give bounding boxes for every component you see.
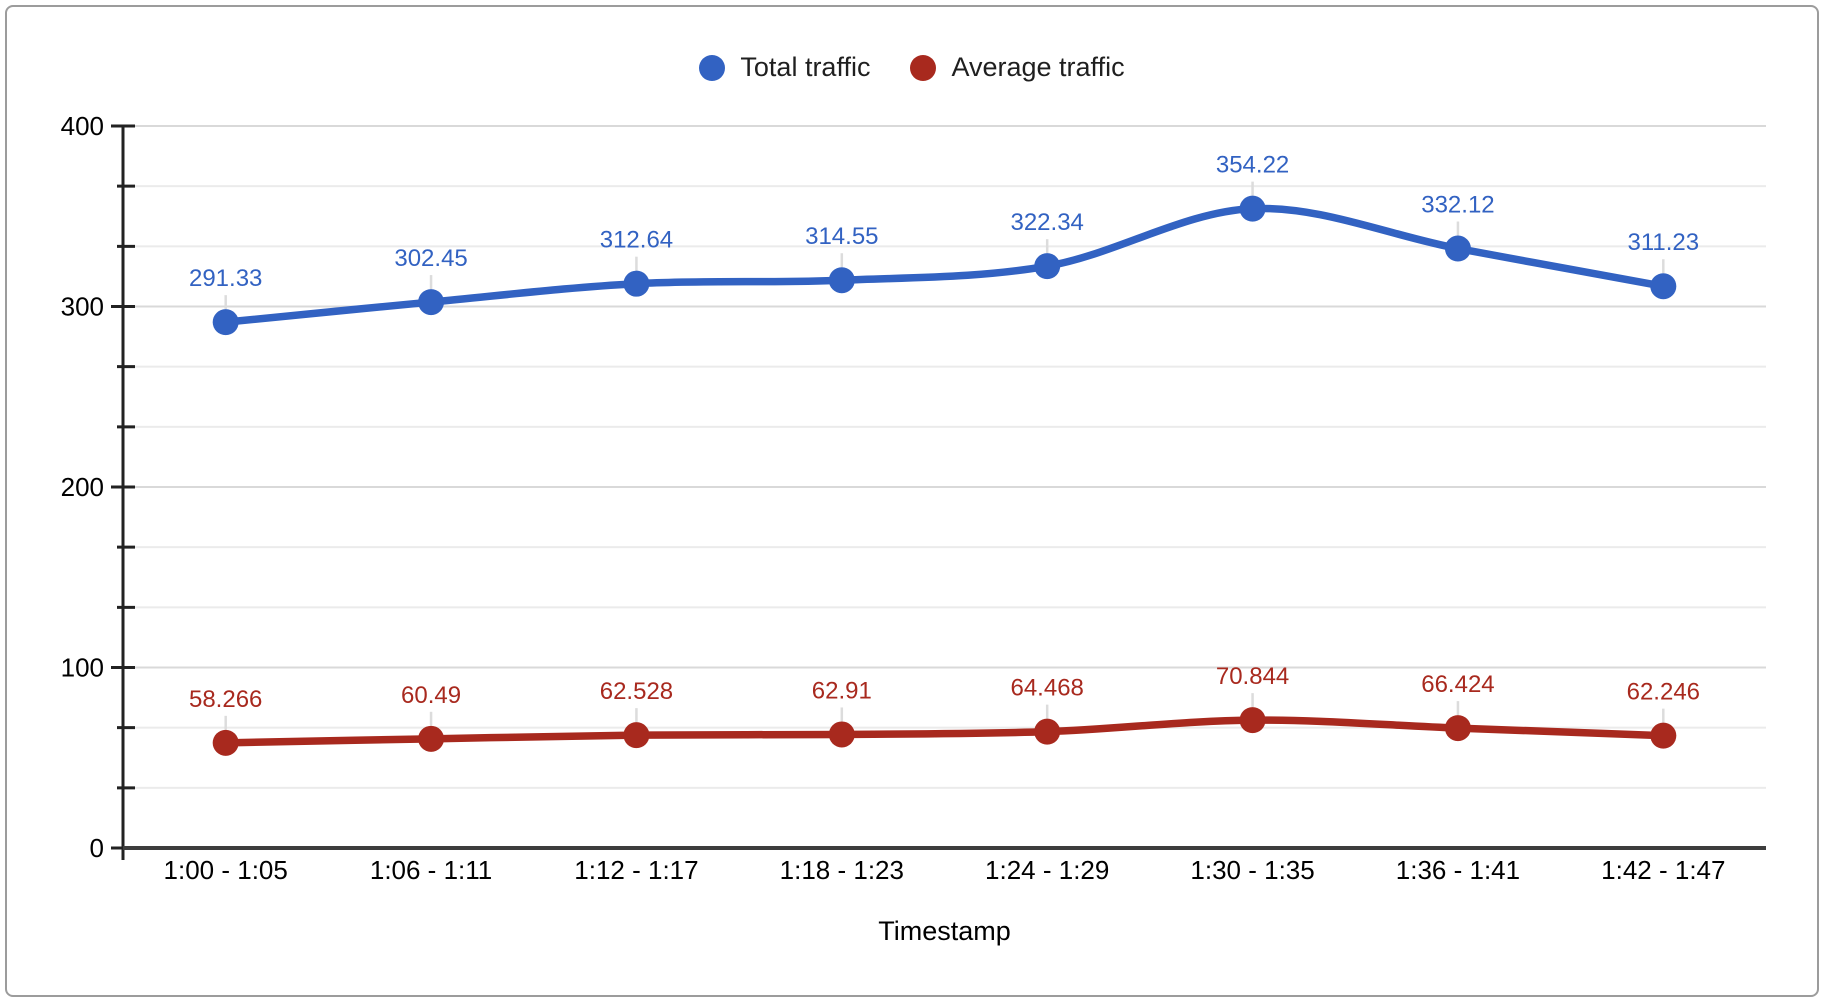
legend-item-average-traffic[interactable]: Average traffic [910,52,1125,83]
legend-item-total-traffic[interactable]: Total traffic [699,52,870,83]
data-point-average-traffic[interactable] [212,729,239,756]
x-tick-label: 1:00 - 1:05 [164,855,288,885]
x-tick-label: 1:06 - 1:11 [370,855,492,885]
x-tick-label: 1:24 - 1:29 [985,855,1109,885]
x-tick-label: 1:12 - 1:17 [574,855,698,885]
data-label-average-traffic: 62.91 [812,677,872,704]
x-tick-label: 1:18 - 1:23 [780,855,904,885]
data-label-average-traffic: 60.49 [401,682,461,709]
data-point-total-traffic[interactable] [212,309,239,336]
data-point-average-traffic[interactable] [418,725,445,752]
y-tick-label: 400 [61,111,104,141]
legend: Total traffic Average traffic [0,52,1824,83]
data-label-total-traffic: 314.55 [805,223,878,250]
data-label-total-traffic: 302.45 [394,245,467,272]
data-label-total-traffic: 332.12 [1421,192,1494,219]
legend-swatch-total-traffic-icon [699,54,726,81]
data-label-total-traffic: 291.33 [189,265,262,292]
legend-swatch-average-traffic-icon [910,54,937,81]
data-label-total-traffic: 322.34 [1010,209,1083,236]
legend-label-average-traffic: Average traffic [951,52,1125,82]
data-point-total-traffic[interactable] [1650,273,1677,300]
data-point-average-traffic[interactable] [1034,718,1061,745]
data-point-average-traffic[interactable] [1239,707,1266,734]
data-point-average-traffic[interactable] [623,722,650,749]
x-tick-label: 1:36 - 1:41 [1396,855,1520,885]
data-label-total-traffic: 354.22 [1216,152,1289,179]
data-label-average-traffic: 62.246 [1627,679,1700,706]
x-axis-title: Timestamp [878,916,1011,946]
data-label-average-traffic: 58.266 [189,686,262,713]
data-point-average-traffic[interactable] [1650,722,1677,749]
data-label-total-traffic: 312.64 [600,227,673,254]
y-tick-label: 300 [61,292,104,322]
data-point-total-traffic[interactable] [1239,195,1266,222]
data-point-average-traffic[interactable] [1444,715,1471,742]
y-tick-label: 100 [61,653,104,683]
data-label-average-traffic: 70.844 [1216,663,1289,690]
y-tick-label: 0 [90,833,104,863]
x-tick-label: 1:42 - 1:47 [1601,855,1725,885]
data-label-average-traffic: 66.424 [1421,671,1494,698]
series-line-total-traffic [221,204,1668,326]
data-point-average-traffic[interactable] [828,721,855,748]
y-tick-label: 200 [61,472,104,502]
data-point-total-traffic[interactable] [828,267,855,294]
data-label-average-traffic: 64.468 [1010,675,1083,702]
series-line-average-traffic [221,716,1668,747]
data-point-total-traffic[interactable] [1444,235,1471,262]
data-label-average-traffic: 62.528 [600,678,673,705]
data-point-total-traffic[interactable] [623,270,650,297]
legend-label-total-traffic: Total traffic [740,52,871,82]
x-tick-label: 1:30 - 1:35 [1190,855,1314,885]
data-point-total-traffic[interactable] [418,289,445,316]
data-point-total-traffic[interactable] [1034,253,1061,280]
data-label-total-traffic: 311.23 [1628,229,1700,256]
